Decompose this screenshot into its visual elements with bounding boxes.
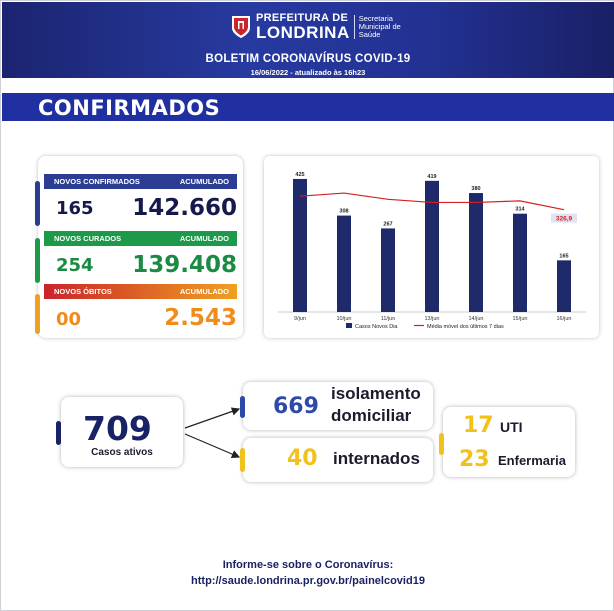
x-tick-13/jun: 13/jun xyxy=(425,316,440,322)
footer-link[interactable]: http://saude.londrina.pr.gov.br/painelco… xyxy=(191,575,425,587)
counters-card: NOVOS CONFIRMADOS ACUMULADO 165 142.660 … xyxy=(35,156,243,338)
hospitalized-label: internados xyxy=(333,449,420,468)
isolation-label-line1: isolamento xyxy=(331,384,421,403)
beds-box: 17 UTI 23 Enfermaria xyxy=(439,407,575,477)
uti-value: 17 xyxy=(463,413,494,438)
active-cases-value: 709 xyxy=(83,409,152,448)
section-banner: CONFIRMADOS xyxy=(2,93,614,121)
arrows xyxy=(184,407,241,459)
uti-label: UTI xyxy=(500,419,523,435)
hospitalized-accent-bar xyxy=(240,448,245,472)
active-cases-accent-bar xyxy=(56,421,61,445)
x-tick-9/jun: 9/jun xyxy=(294,316,306,322)
logo: PREFEITURA DE LONDRINA Secretaria Munici… xyxy=(230,12,401,42)
legend-label-bars: Casos Novos Dia xyxy=(355,324,398,330)
bar-14/jun xyxy=(469,193,483,312)
footer-info-text: Informe-se sobre o Coronavírus: xyxy=(222,559,394,571)
section-title: CONFIRMADOS xyxy=(38,96,221,120)
logo-top-text: PREFEITURA DE xyxy=(256,12,349,24)
isolation-accent-bar xyxy=(240,396,245,418)
confirmados-new-value: 165 xyxy=(56,198,94,219)
moving-average-label-bg xyxy=(551,213,577,223)
bar-16/jun xyxy=(557,260,571,312)
bar-10/jun xyxy=(337,215,351,312)
confirmados-label-strip: NOVOS CONFIRMADOS ACUMULADO xyxy=(44,174,237,189)
isolation-box: 669 isolamento domiciliar xyxy=(240,382,433,430)
obitos-label: NOVOS ÓBITOS xyxy=(54,287,112,296)
hospitalized-value: 40 xyxy=(287,446,318,471)
confirmados-total-value: 142.660 xyxy=(132,195,237,221)
active-cases-label: Casos ativos xyxy=(91,447,153,458)
confirmados-label: NOVOS CONFIRMADOS xyxy=(54,177,140,186)
curados-accent-bar xyxy=(35,238,40,283)
bar-11/jun xyxy=(381,228,395,312)
logo-city-name: LONDRINA xyxy=(256,23,350,42)
bulletin-title: BOLETIM CORONAVÍRUS COVID-19 xyxy=(205,53,411,65)
chart-card: 425 9/jun 308 10/jun 267 11/jun 419 13/jun 380 14… xyxy=(264,156,599,338)
moving-average-line xyxy=(299,192,565,211)
beds-accent-bar xyxy=(439,433,444,455)
logo-secretaria: Secretaria Municipal de Saúde xyxy=(358,13,401,40)
bar-9/jun xyxy=(293,178,307,312)
logo-secretaria-line3: Saúde xyxy=(358,30,381,40)
curados-total-value: 139.408 xyxy=(132,252,237,278)
isolation-label-line2: domiciliar xyxy=(331,406,412,425)
active-cases-box: 709 Casos ativos xyxy=(56,397,183,467)
legend-swatch-bars xyxy=(346,323,352,328)
obitos-accent-bar xyxy=(35,294,40,334)
arrow-to-isolamento xyxy=(184,407,241,429)
city-crest-icon xyxy=(232,16,250,38)
x-tick-10/jun: 10/jun xyxy=(337,316,352,322)
moving-average-label: 326,9 xyxy=(556,216,573,223)
x-tick-11/jun: 11/jun xyxy=(381,316,396,322)
bulletin-date: 16/06/2022 - atualizado às 16h23 xyxy=(250,68,366,77)
header: PREFEITURA DE LONDRINA Secretaria Munici… xyxy=(2,2,614,78)
x-tick-15/jun: 15/jun xyxy=(513,316,528,322)
bar-15/jun xyxy=(513,213,527,312)
confirmados-acc-label: ACUMULADO xyxy=(179,177,229,186)
logo-divider xyxy=(353,15,355,39)
enfermaria-label: Enfermaria xyxy=(498,453,566,468)
legend-label-line: Média móvel dos últimos 7 dias xyxy=(427,324,504,330)
cases-chart: 425 9/jun 308 10/jun 267 11/jun 419 13/jun 380 14… xyxy=(278,172,586,330)
bar-label-10/jun: 308 xyxy=(339,209,348,215)
curados-label-strip: NOVOS CURADOS ACUMULADO xyxy=(44,231,237,246)
bar-label-9/jun: 425 xyxy=(295,172,304,178)
bar-label-15/jun: 314 xyxy=(515,207,525,213)
enfermaria-value: 23 xyxy=(459,447,490,472)
bar-13/jun xyxy=(425,180,439,312)
curados-label: NOVOS CURADOS xyxy=(54,234,122,243)
obitos-label-strip: NOVOS ÓBITOS ACUMULADO xyxy=(44,284,237,299)
logo-secretaria-line2: Municipal de xyxy=(358,21,401,31)
obitos-total-value: 2.543 xyxy=(164,305,237,331)
curados-acc-label: ACUMULADO xyxy=(179,234,229,243)
curados-new-value: 254 xyxy=(56,255,94,276)
bar-label-14/jun: 380 xyxy=(471,186,480,192)
arrow-to-internados xyxy=(184,433,241,459)
hospitalized-box: 40 internados xyxy=(240,438,433,482)
obitos-acc-label: ACUMULADO xyxy=(179,287,229,296)
logo-secretaria-line1: Secretaria xyxy=(358,13,393,23)
isolation-value: 669 xyxy=(273,394,319,419)
confirmados-accent-bar xyxy=(35,181,40,226)
bar-label-13/jun: 419 xyxy=(427,174,436,180)
bar-label-11/jun: 267 xyxy=(383,221,392,227)
bar-label-16/jun: 165 xyxy=(559,253,568,259)
x-tick-14/jun: 14/jun xyxy=(469,316,484,322)
x-tick-16/jun: 16/jun xyxy=(557,316,572,322)
obitos-new-value: 00 xyxy=(56,309,82,330)
